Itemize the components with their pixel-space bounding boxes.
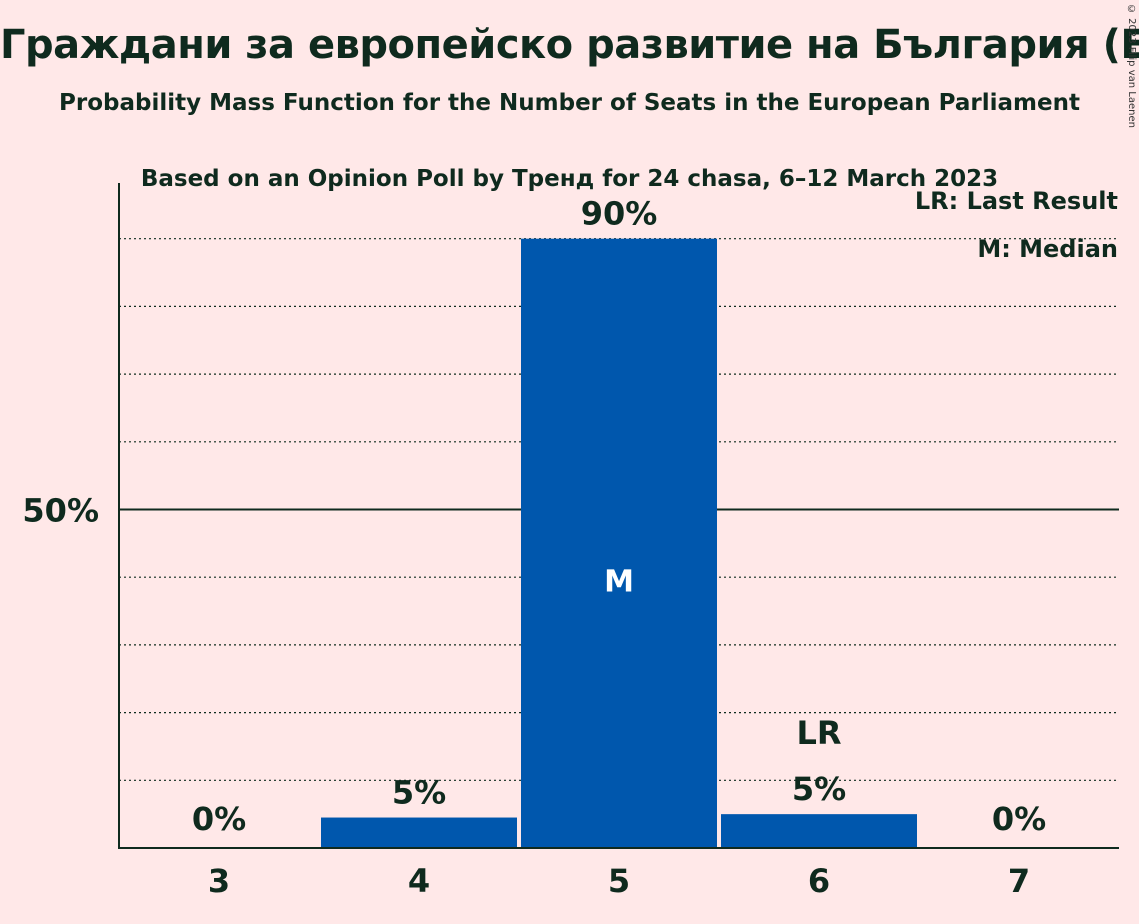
chart-subtitle: Probability Mass Function for the Number…	[59, 90, 1080, 116]
bar	[321, 817, 517, 848]
x-tick-label: 4	[408, 862, 430, 900]
data-label: 5%	[792, 770, 846, 808]
bar	[721, 814, 917, 848]
data-label: 5%	[392, 774, 446, 812]
chart-source-line: Based on an Opinion Poll by Тренд for 24…	[140, 166, 999, 192]
labels: 50% 3 0% 4 5% 5 90% M 6 5% LR 7 0%	[22, 195, 1046, 900]
x-tick-label: 7	[1008, 862, 1030, 900]
legend-median: M: Median	[977, 235, 1118, 263]
chart-title: Граждани за европейско развитие на Бълга…	[0, 22, 1139, 68]
copyright-note: © 2023 Filip van Laenen	[1126, 4, 1137, 128]
last-result-marker: LR	[796, 714, 841, 752]
bars	[321, 238, 917, 848]
x-tick-label: 6	[808, 862, 830, 900]
y-tick-label: 50%	[22, 492, 99, 530]
data-label: 0%	[192, 800, 246, 838]
data-label: 0%	[992, 800, 1046, 838]
legend-last-result: LR: Last Result	[915, 187, 1118, 215]
median-marker: M	[604, 564, 634, 599]
data-label: 90%	[581, 195, 658, 233]
bar	[521, 238, 717, 848]
x-tick-label: 5	[608, 862, 630, 900]
x-tick-label: 3	[208, 862, 230, 900]
